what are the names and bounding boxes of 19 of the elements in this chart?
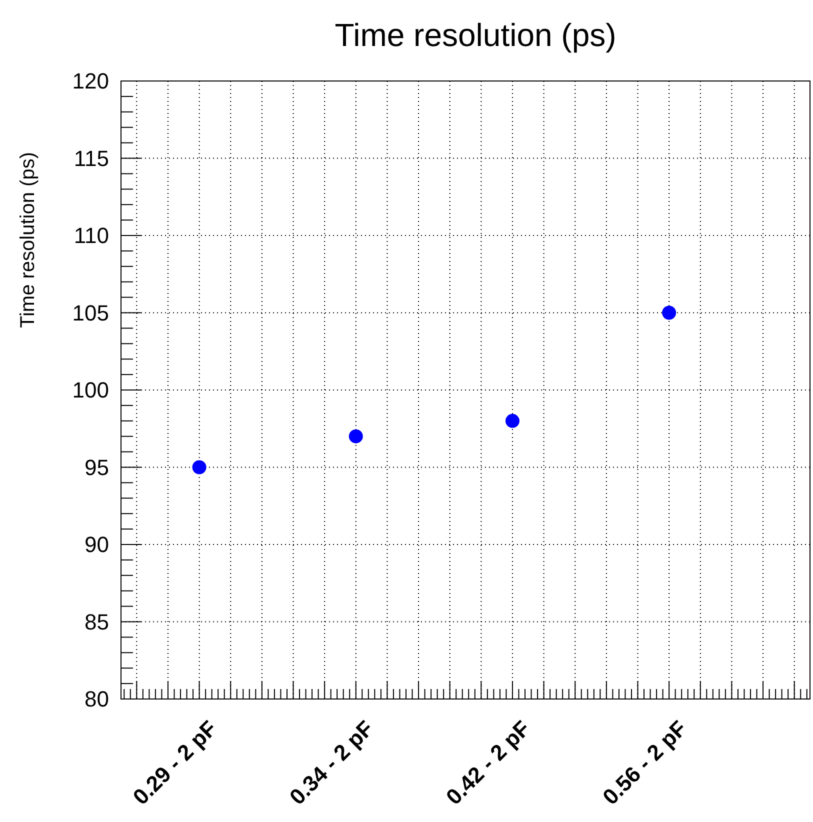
- x-tick-label: 0.34 - 2 pF: [284, 716, 378, 810]
- y-tick-label: 85: [84, 609, 109, 634]
- x-tick-label: 0.42 - 2 pF: [441, 716, 535, 810]
- y-tick-label: 110: [74, 223, 109, 248]
- y-tick-label: 120: [72, 68, 109, 94]
- y-tick-label: 90: [84, 532, 109, 558]
- y-tick-label: 95: [84, 454, 109, 480]
- y-tick-label: 105: [72, 300, 109, 326]
- point: [662, 306, 676, 320]
- x-tick-label: 0.56 - 2 pF: [598, 716, 692, 810]
- y-axis-title: Time resolution (ps): [17, 152, 39, 328]
- point: [348, 429, 363, 444]
- y-tick-label: 115: [74, 146, 109, 171]
- x-tick-label: 0.29 - 2 pF: [128, 716, 222, 810]
- y-tick-label: 100: [72, 378, 109, 403]
- chart-title: Time resolution (ps): [334, 17, 616, 53]
- point: [192, 460, 206, 474]
- point: [505, 414, 520, 428]
- y-tick-label: 80: [84, 686, 109, 712]
